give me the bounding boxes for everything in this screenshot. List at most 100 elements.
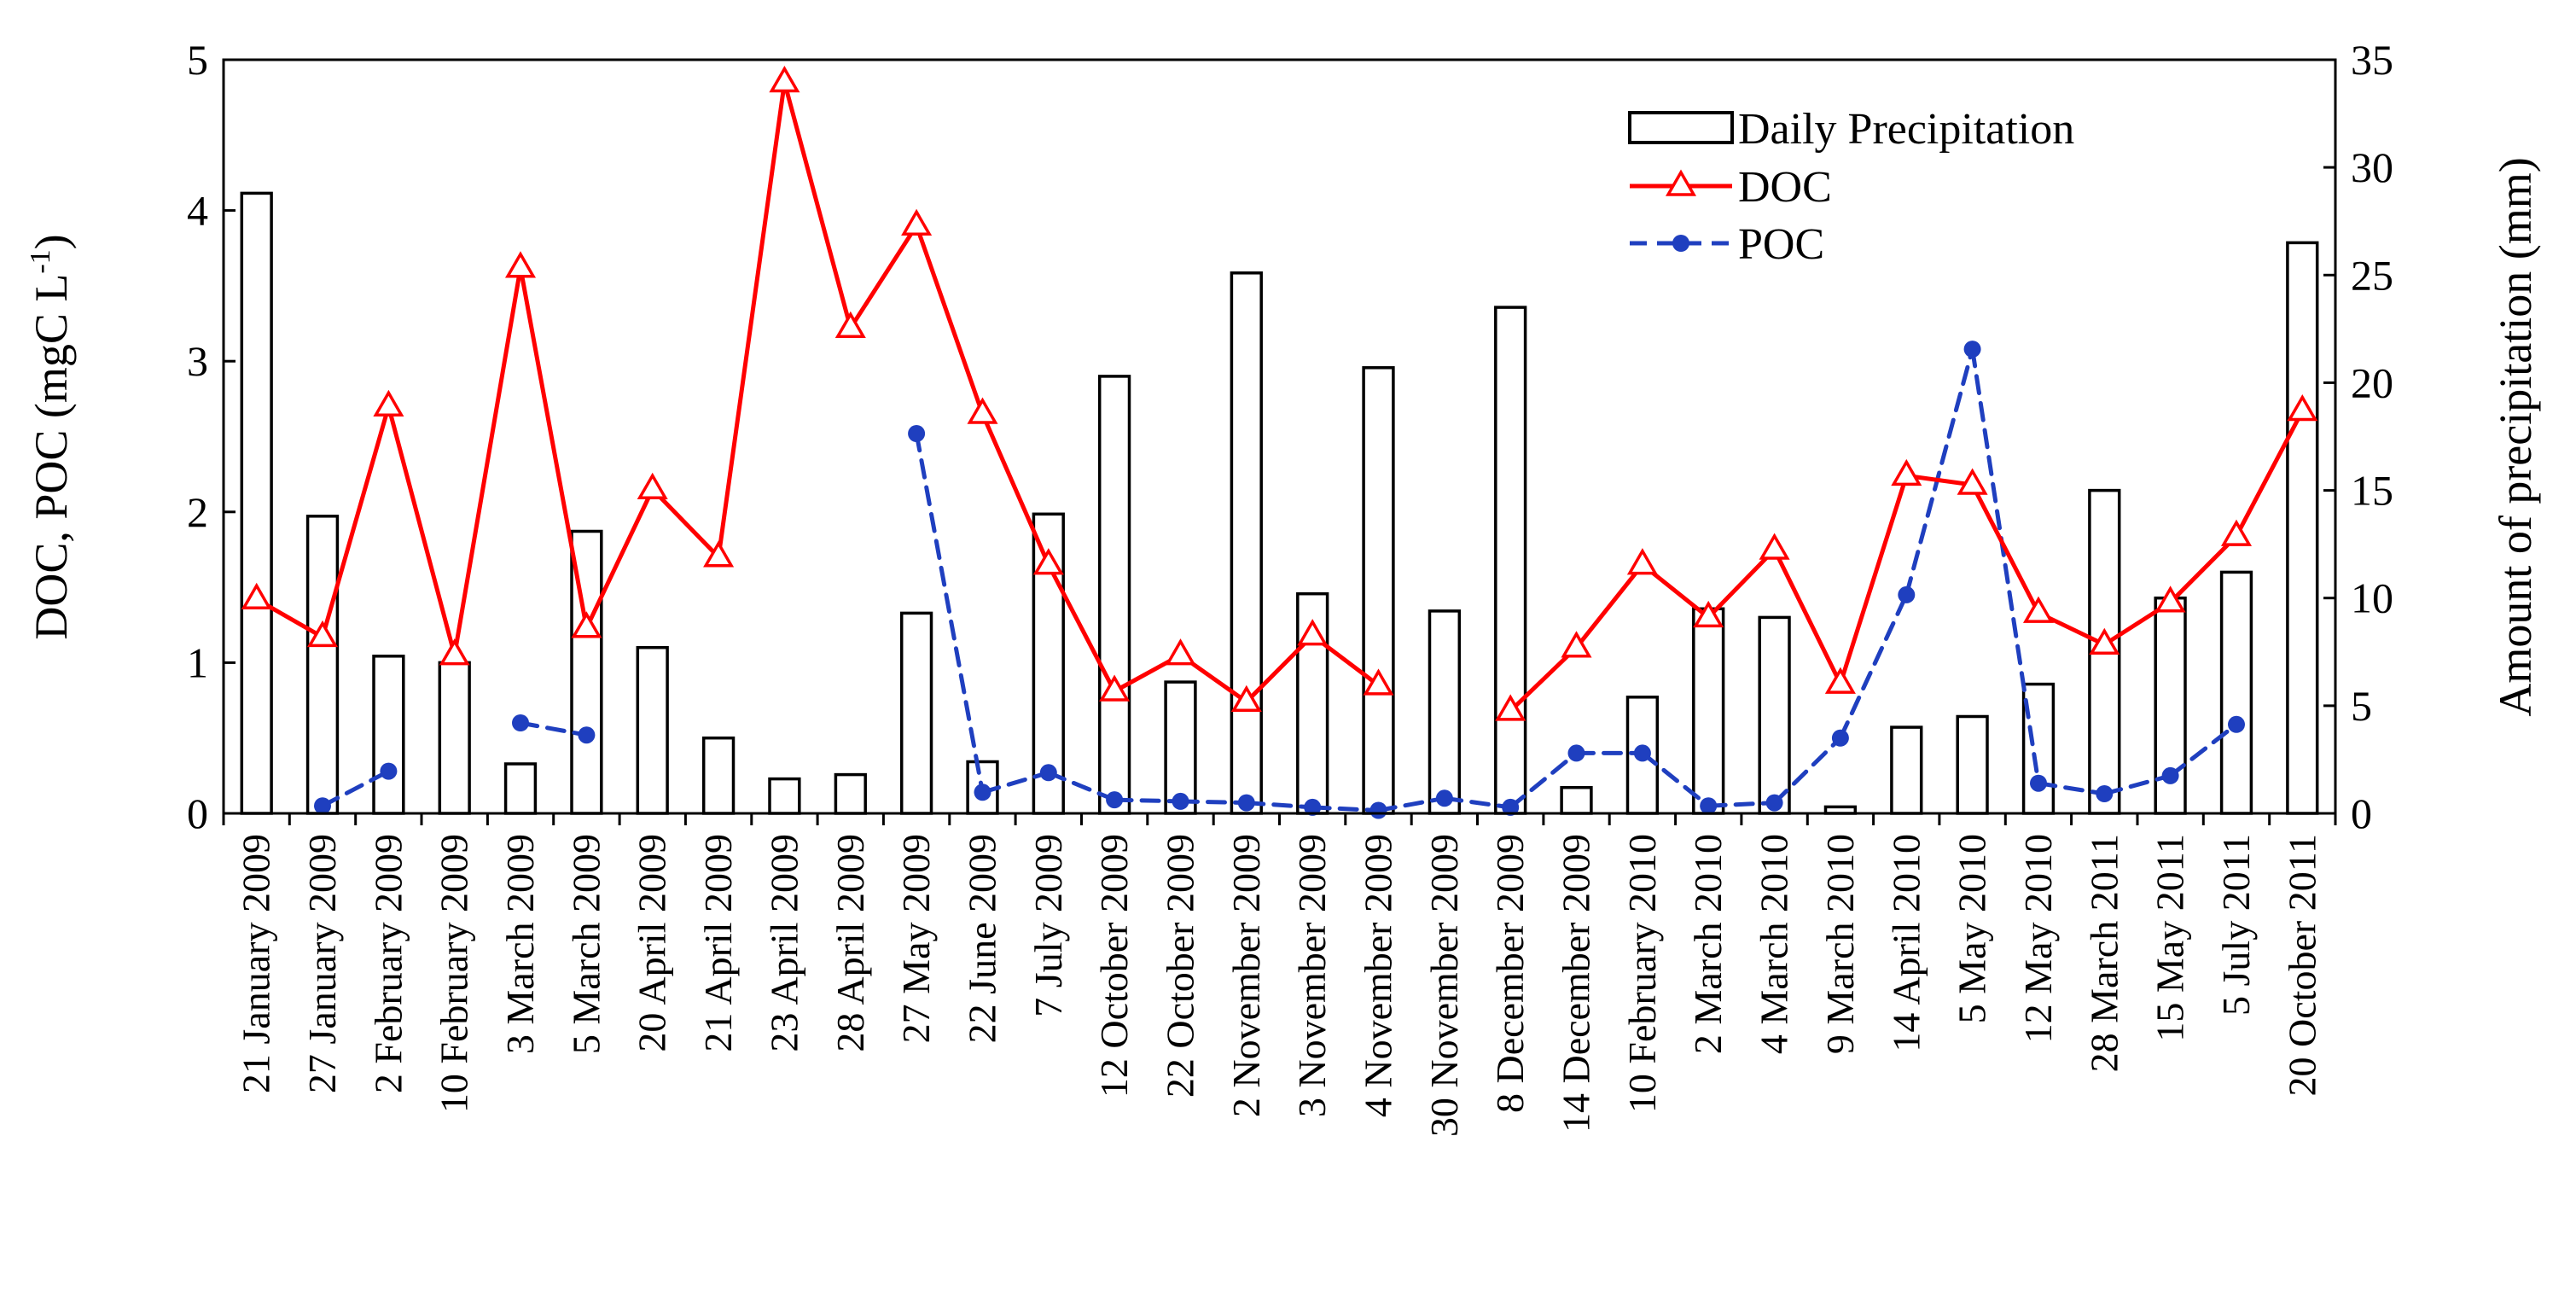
poc-line-segment	[1178, 799, 1249, 806]
doc-line-segment	[584, 486, 655, 631]
doc-line-segment	[716, 80, 787, 560]
poc-line-segment	[1442, 795, 1513, 810]
doc-point	[306, 620, 339, 648]
poc-line-segment	[320, 769, 391, 808]
x-axis-category-label: 5 May 2010	[1951, 834, 1994, 1023]
doc-point	[769, 65, 800, 93]
poc-line-segment	[1970, 347, 2041, 786]
poc-line-segment	[2168, 722, 2239, 778]
poc-point	[1898, 585, 1916, 603]
doc-point	[1230, 684, 1262, 713]
poc-point	[1172, 792, 1189, 810]
precipitation-bar	[899, 611, 933, 815]
doc-line-segment	[1772, 547, 1843, 686]
poc-line-segment	[1904, 347, 1975, 597]
doc-point	[1099, 674, 1131, 702]
poc-point	[512, 714, 529, 731]
precipitation-bar	[240, 191, 273, 815]
doc-point	[1891, 458, 1922, 486]
poc-line-segment	[914, 431, 985, 795]
right-axis-tick-label: 10	[2351, 574, 2393, 622]
poc-point	[974, 783, 991, 801]
precipitation-bar	[438, 661, 471, 815]
poc-point	[1435, 789, 1453, 807]
precipitation-bar	[2286, 241, 2319, 815]
doc-point	[967, 397, 998, 424]
x-axis-category-label: 3 March 2009	[498, 834, 542, 1054]
precipitation-bar	[1428, 609, 1462, 815]
x-axis-category-label: 2 February 2009	[366, 834, 410, 1093]
left-axis-tick-label: 5	[187, 36, 208, 84]
doc-line-segment	[1706, 547, 1777, 620]
poc-line-segment	[1838, 592, 1909, 741]
doc-point	[439, 638, 470, 666]
right-axis-tick-label: 15	[2351, 467, 2393, 515]
left-axis-title-superscript: -1	[25, 249, 56, 273]
poc-line-segment	[518, 720, 589, 737]
poc-series	[314, 341, 2245, 819]
precipitation-bar	[701, 736, 736, 815]
right-axis-tick-label: 30	[2351, 143, 2393, 191]
x-axis-category-label: 5 March 2009	[564, 834, 608, 1054]
legend-label-poc: POC	[1738, 220, 1824, 269]
legend-marker-doc	[1665, 169, 1697, 196]
x-axis-category-label: 4 November 2009	[1357, 834, 1400, 1117]
poc-line-segment	[1112, 797, 1183, 804]
doc-point	[901, 208, 933, 236]
poc-point	[314, 797, 331, 815]
doc-point	[2022, 596, 2055, 623]
poc-point	[1567, 744, 1585, 762]
doc-point	[241, 582, 272, 609]
doc-point	[504, 251, 537, 278]
poc-point	[1304, 798, 1322, 816]
x-axis-category-label: 27 January 2009	[300, 834, 344, 1093]
precipitation-bar	[1758, 615, 1791, 815]
doc-line-segment	[914, 223, 985, 416]
doc-line-segment	[782, 80, 853, 330]
doc-point	[1957, 468, 1988, 495]
doc-point	[2089, 627, 2120, 655]
poc-line-segment	[1376, 795, 1447, 813]
poc-point	[2228, 715, 2245, 733]
legend-swatch-precipitation	[1628, 111, 1734, 144]
poc-point	[1237, 794, 1255, 812]
left-axis-title-main: DOC, POC (mgC L	[26, 274, 77, 640]
doc-line-segment	[1508, 645, 1579, 714]
x-axis-category-label: 3 November 2009	[1290, 834, 1334, 1117]
left-axis-tick-label: 2	[187, 488, 208, 536]
x-axis-category-label: 30 November 2009	[1422, 834, 1466, 1137]
x-axis-category-label: 12 October 2009	[1092, 834, 1136, 1098]
legend-label-precipitation: Daily Precipitation	[1738, 105, 2074, 154]
precipitation-bar	[1097, 375, 1131, 815]
poc-point	[1039, 764, 1057, 782]
poc-line-segment	[2036, 781, 2107, 796]
poc-point	[1963, 341, 1981, 358]
poc-line-segment	[1772, 736, 1843, 806]
doc-point	[834, 311, 866, 339]
x-axis-category-label: 28 April 2009	[829, 834, 872, 1052]
doc-point	[1165, 638, 1196, 666]
doc-point	[2220, 519, 2253, 546]
doc-line-segment	[518, 265, 589, 631]
doc-point	[1297, 619, 1329, 646]
x-axis-category-label: 2 March 2010	[1686, 834, 1730, 1054]
poc-line-segment	[1310, 805, 1381, 813]
x-axis-category-label: 21 April 2009	[696, 834, 740, 1052]
doc-point	[1693, 600, 1724, 628]
right-axis-tick-label: 25	[2351, 251, 2393, 299]
doc-line-segment	[848, 223, 919, 330]
doc-point	[1561, 631, 1592, 658]
x-axis-category-label: 14 April 2010	[1884, 834, 1928, 1052]
doc-line-segment	[1574, 562, 1645, 650]
doc-line-segment	[2234, 409, 2305, 539]
x-axis-category-label: 21 January 2009	[235, 834, 278, 1093]
poc-point	[2096, 785, 2114, 802]
left-axis: 0 1 2 3 4 5	[187, 36, 236, 837]
x-axis-category-label: 23 April 2009	[762, 834, 805, 1052]
doc-point	[1626, 548, 1658, 575]
right-axis-tick-label: 5	[2351, 682, 2372, 730]
doc-series	[241, 65, 2318, 721]
doc-point	[373, 389, 404, 416]
right-axis: 0 5 10 15 20 25 30 35	[2323, 36, 2393, 837]
doc-line-segment	[1244, 633, 1315, 704]
